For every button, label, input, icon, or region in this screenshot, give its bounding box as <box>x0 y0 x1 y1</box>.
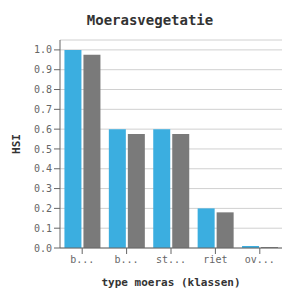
svg-text:b...: b... <box>115 254 139 265</box>
svg-text:riet: riet <box>203 254 227 265</box>
svg-text:HSI: HSI <box>10 134 23 154</box>
svg-text:0.5: 0.5 <box>34 144 52 155</box>
svg-text:0.9: 0.9 <box>34 64 52 75</box>
svg-text:1.0: 1.0 <box>34 44 52 55</box>
svg-text:type moeras (klassen): type moeras (klassen) <box>101 276 240 289</box>
svg-text:0.8: 0.8 <box>34 84 52 95</box>
svg-text:0.3: 0.3 <box>34 183 52 194</box>
svg-text:b...: b... <box>70 254 94 265</box>
svg-text:st...: st... <box>156 254 186 265</box>
svg-text:0.6: 0.6 <box>34 124 52 135</box>
html-text:Moerasvegetatie: Moerasvegetatie <box>86 12 214 28</box>
svg-text:0.2: 0.2 <box>34 203 52 214</box>
svg-text:0.1: 0.1 <box>34 223 52 234</box>
svg-text:0.0: 0.0 <box>34 243 52 254</box>
svg-text:0.4: 0.4 <box>34 163 52 174</box>
svg-text:ov...: ov... <box>245 254 275 265</box>
svg-text:0.7: 0.7 <box>34 104 52 115</box>
